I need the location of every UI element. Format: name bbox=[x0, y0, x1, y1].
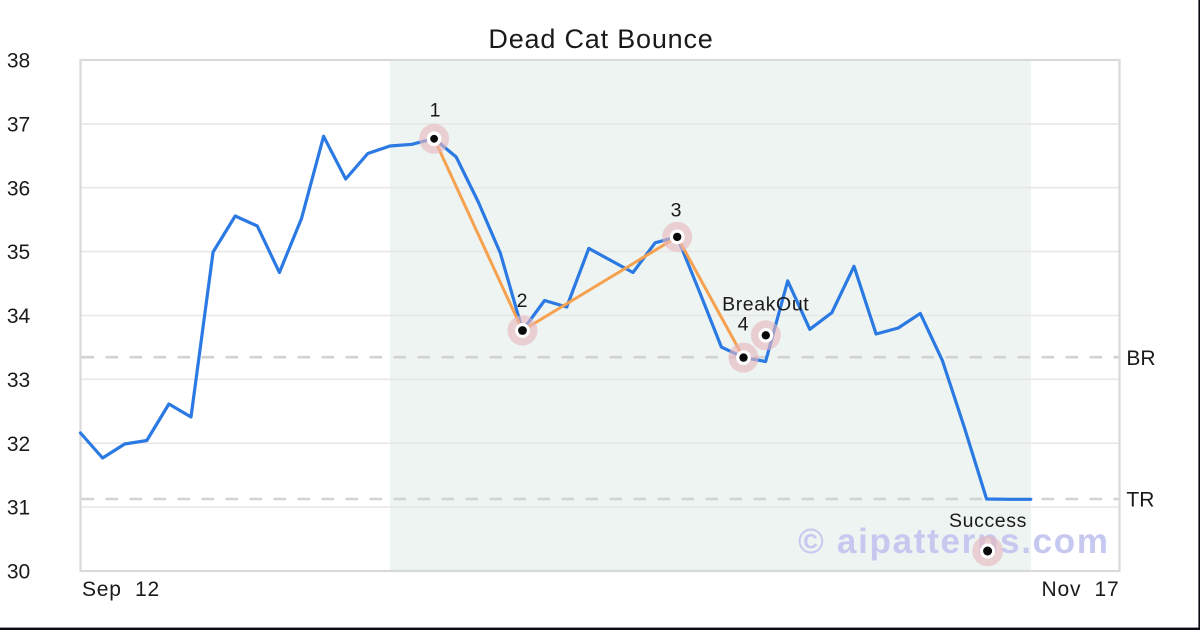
svg-text:TR: TR bbox=[1126, 489, 1154, 512]
svg-text:© aipatterns.com: © aipatterns.com bbox=[798, 522, 1110, 561]
svg-text:Sep 12: Sep 12 bbox=[82, 578, 160, 601]
svg-text:36: 36 bbox=[7, 177, 30, 200]
svg-text:35: 35 bbox=[7, 241, 30, 264]
svg-text:31: 31 bbox=[7, 497, 30, 520]
svg-text:Success: Success bbox=[949, 510, 1027, 532]
svg-text:Nov 17: Nov 17 bbox=[1042, 578, 1120, 601]
svg-text:1: 1 bbox=[430, 99, 441, 121]
svg-text:BreakOut: BreakOut bbox=[722, 294, 809, 316]
svg-text:BR: BR bbox=[1126, 347, 1155, 370]
svg-text:38: 38 bbox=[7, 50, 30, 73]
svg-text:32: 32 bbox=[7, 433, 30, 456]
svg-text:4: 4 bbox=[738, 314, 749, 336]
svg-text:2: 2 bbox=[517, 290, 528, 312]
svg-text:3: 3 bbox=[671, 200, 682, 222]
svg-text:34: 34 bbox=[7, 305, 31, 328]
svg-text:Dead Cat Bounce: Dead Cat Bounce bbox=[488, 24, 713, 54]
svg-text:37: 37 bbox=[7, 114, 30, 137]
svg-text:30: 30 bbox=[7, 561, 30, 584]
svg-text:33: 33 bbox=[7, 369, 30, 392]
